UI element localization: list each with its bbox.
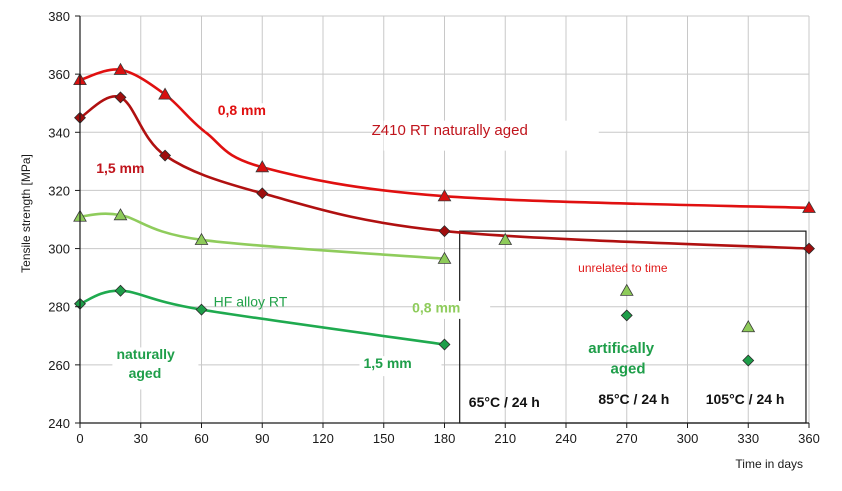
annotation-label: Z410 RT naturally aged	[372, 122, 528, 139]
axes	[75, 15, 810, 428]
series-0-point	[158, 87, 172, 100]
series-0-point	[437, 189, 452, 202]
x-tick-label: 300	[677, 431, 699, 446]
label-background	[416, 300, 491, 319]
x-tick-label: 150	[373, 431, 395, 446]
annotation-label: 0,8 mm	[218, 102, 266, 118]
series-line-3	[78, 289, 446, 346]
series-2-point	[741, 320, 756, 333]
series-1-point	[438, 225, 451, 238]
y-axis-label: Tensile strength [MPa]	[19, 154, 33, 273]
x-tick-label: 180	[434, 431, 456, 446]
y-tick-label: 240	[48, 416, 70, 431]
annotation-label: aged	[611, 361, 646, 378]
series-lines	[78, 68, 811, 346]
label-background	[205, 103, 286, 132]
x-tick-label: 210	[494, 431, 516, 446]
series-2-point	[113, 208, 128, 221]
x-tick-label: 30	[134, 431, 148, 446]
annotation-label: 105°C / 24 h	[706, 391, 785, 407]
label-background	[112, 347, 199, 390]
annotation-label: 1,5 mm	[364, 355, 412, 371]
series-line-1	[78, 95, 811, 250]
series-0-point	[255, 160, 270, 173]
x-tick-label: 90	[255, 431, 269, 446]
annotation-label: 65°C / 24 h	[469, 394, 540, 410]
series-2-point	[498, 232, 513, 245]
series-2-point	[194, 232, 209, 245]
series-3-point	[114, 284, 127, 297]
series-1-point	[159, 149, 172, 162]
series-3-point	[438, 338, 451, 351]
y-tick-label: 360	[48, 67, 70, 82]
series-1-point	[256, 187, 269, 200]
annotation-label: HF alloy RT	[214, 294, 288, 310]
series-line-2	[78, 212, 446, 260]
x-tick-label: 60	[194, 431, 208, 446]
y-tick-label: 260	[48, 358, 70, 373]
annotation-label: naturally	[116, 346, 175, 362]
label-background	[359, 356, 442, 377]
series-1-point	[803, 242, 815, 255]
x-tick-label: 120	[312, 431, 334, 446]
annotations: Z410 RT naturally aged 0,8 mm 1,5 mm HF all…	[96, 102, 784, 410]
series-line-0	[78, 68, 811, 210]
annotation-backgrounds	[112, 103, 599, 390]
x-tick-label: 360	[798, 431, 820, 446]
series-1-point	[114, 91, 127, 104]
series-3-point	[742, 354, 755, 367]
annotation-label: 0,8 mm	[412, 300, 460, 316]
x-tick-label: 270	[616, 431, 638, 446]
series-0-point	[802, 200, 816, 213]
series-markers	[73, 62, 816, 367]
y-tick-label: 380	[48, 9, 70, 24]
annotation-label: artifically	[588, 340, 655, 357]
x-tick-label: 330	[737, 431, 759, 446]
tick-labels: 0 30 60 90 120 150 180 210 240 270 300 330 360 240 260…	[48, 9, 820, 446]
series-3-point	[195, 303, 208, 316]
series-2-point	[437, 251, 452, 264]
series-3-point	[620, 309, 633, 322]
annotation-label: unrelated to time	[578, 261, 668, 275]
x-tick-label: 240	[555, 431, 577, 446]
series-2-point	[619, 283, 634, 296]
annotation-label: aged	[129, 365, 162, 381]
y-tick-label: 340	[48, 125, 70, 140]
label-background	[383, 120, 599, 151]
x-axis-label: Time in days	[735, 457, 803, 471]
annotation-label: 1,5 mm	[96, 160, 144, 176]
y-tick-label: 320	[48, 183, 70, 198]
annotation-label: 85°C / 24 h	[598, 391, 669, 407]
y-tick-label: 300	[48, 242, 70, 257]
y-tick-label: 280	[48, 300, 70, 315]
series-0-point	[113, 62, 128, 75]
x-tick-label: 0	[76, 431, 83, 446]
